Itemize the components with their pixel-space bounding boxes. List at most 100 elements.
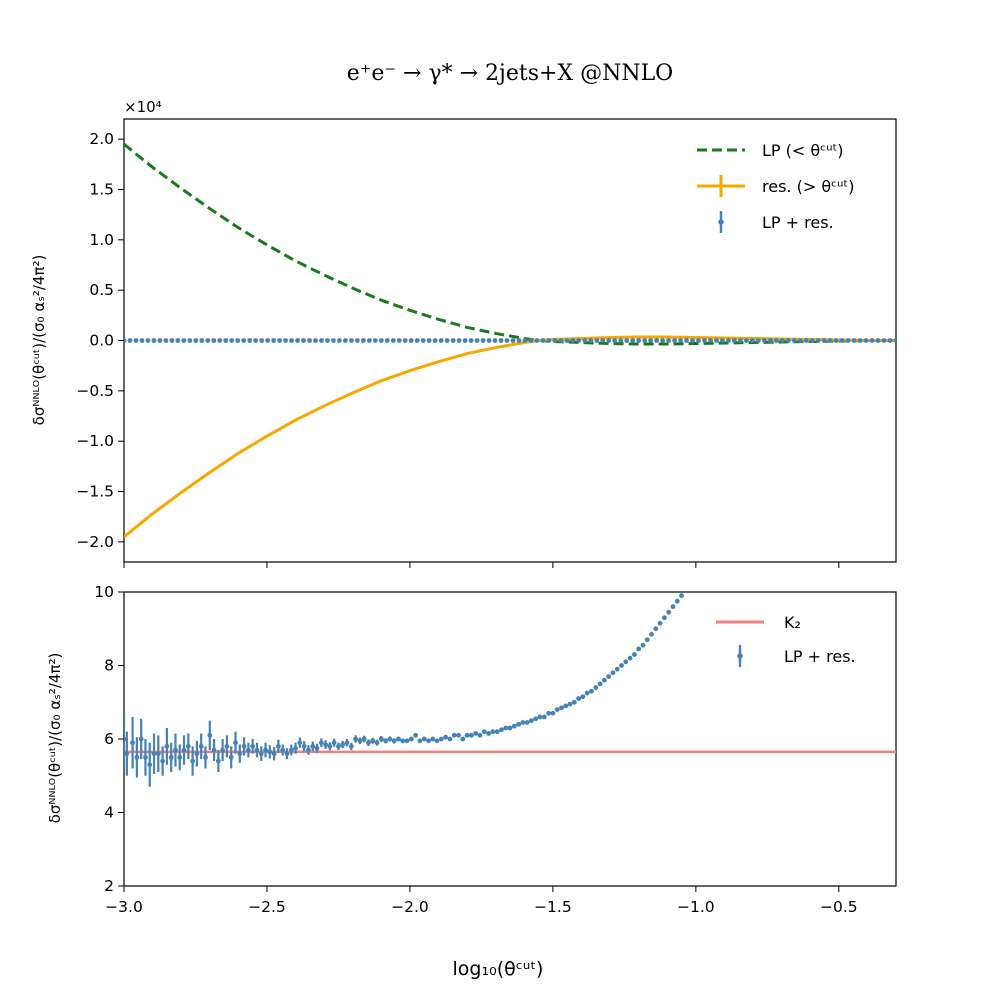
lp-res-point <box>552 338 558 343</box>
lp-res-point <box>636 338 642 343</box>
lp-res-point <box>124 338 127 343</box>
lp-res-point <box>384 338 390 343</box>
top-ytick-label: −1.5 <box>76 483 114 501</box>
ratio-point <box>254 747 260 753</box>
ratio-point <box>215 758 221 764</box>
ratio-point <box>486 731 491 736</box>
lp-res-point <box>857 338 863 343</box>
ratio-point <box>301 743 307 749</box>
ratio-point <box>417 738 423 744</box>
lp-res-point <box>666 338 671 343</box>
ratio-point <box>280 747 286 753</box>
ratio-point <box>460 736 466 742</box>
ratio-point <box>550 710 556 716</box>
ratio-point <box>559 705 564 711</box>
lp-res-point <box>869 338 875 343</box>
ratio-point <box>666 609 672 615</box>
lp-res-point <box>660 338 666 343</box>
ratio-point <box>344 740 350 746</box>
lp-res-point <box>133 338 139 343</box>
lp-res-point <box>522 338 528 343</box>
ratio-point <box>434 738 440 744</box>
ratio-point <box>511 723 517 729</box>
ratio-point <box>276 743 281 749</box>
legend-lpres-label: LP + res. <box>762 213 834 232</box>
lp-res-point <box>534 338 540 343</box>
ratio-point <box>430 736 436 742</box>
ratio-point <box>503 725 509 731</box>
ratio-point <box>413 732 419 738</box>
lp-res-point <box>684 338 689 343</box>
bottom-series <box>124 593 896 787</box>
bottom-xtick-label: −3.0 <box>105 898 143 916</box>
lp-res-point <box>193 338 199 343</box>
lp-res-point <box>755 338 761 343</box>
lp-res-point <box>779 338 785 343</box>
ratio-point <box>473 731 479 736</box>
lp-res-point <box>229 338 235 343</box>
ratio-point <box>653 626 659 632</box>
ratio-point <box>533 716 539 722</box>
ratio-point <box>258 751 264 757</box>
ratio-point <box>662 615 667 621</box>
bottom-panel: 2 4 6 8 10 −3.0 −2.5 −2.0 −1.5 −1.0 −0.5 δσᴺᴺᴸᴼ(θ… <box>46 583 897 980</box>
ratio-point <box>233 740 238 746</box>
top-ytick-label: −0.5 <box>76 382 114 400</box>
bottom-legend: K₂ LP + res. <box>716 613 856 667</box>
lp-res-point <box>570 338 576 343</box>
lp-res-point <box>612 338 618 343</box>
ratio-point <box>670 604 676 610</box>
lp-res-point <box>863 338 869 343</box>
lp-res-point <box>283 338 288 343</box>
lp-res-point <box>462 338 468 343</box>
ratio-point <box>516 721 521 727</box>
top-ytick-label: 0.5 <box>89 281 114 299</box>
lp-res-point <box>289 338 294 343</box>
lp-res-point <box>145 338 151 343</box>
ratio-point <box>220 747 226 753</box>
bottom-ytick-label: 2 <box>104 877 114 895</box>
ratio-point <box>494 729 500 735</box>
legend-lpres2-marker <box>737 653 743 659</box>
ratio-point <box>589 688 594 694</box>
lp-res-point <box>402 338 408 343</box>
lp-res-point <box>211 338 217 343</box>
lp-res-point <box>767 338 773 343</box>
ratio-point <box>267 749 273 755</box>
lp-res-point <box>468 338 474 343</box>
ratio-point <box>143 754 148 760</box>
top-legend: LP (< θᶜᵘᵗ) res. (> θᶜᵘᵗ) LP + res. <box>697 141 854 233</box>
ratio-point <box>147 762 153 768</box>
lp-res-point <box>690 338 695 343</box>
lp-res-point <box>432 338 438 343</box>
top-ytick-label: 1.0 <box>89 231 114 249</box>
lp-res-point <box>217 338 223 343</box>
top-offset-label: ×10⁴ <box>124 98 162 116</box>
lp-res-point <box>366 338 372 343</box>
ratio-point <box>631 652 637 657</box>
ratio-point <box>610 670 616 676</box>
ratio-point <box>340 742 346 747</box>
ratio-point <box>507 725 513 731</box>
lp-res-point <box>295 338 300 343</box>
lp-res-point <box>648 338 654 343</box>
lp-res-point <box>809 338 815 343</box>
lp-res-point <box>325 338 330 343</box>
lp-res-point <box>235 338 241 343</box>
lp-res-point <box>881 338 887 343</box>
ratio-point <box>614 666 620 672</box>
ratio-point <box>168 754 174 760</box>
ratio-point <box>357 738 363 744</box>
ratio-point <box>203 754 208 760</box>
ratio-point <box>323 742 328 747</box>
ratio-point <box>224 743 230 749</box>
lp-res-point <box>169 338 175 343</box>
ratio-point <box>597 681 603 687</box>
ratio-point <box>447 736 453 742</box>
lp-res-point <box>851 338 857 343</box>
ratio-point <box>383 738 389 744</box>
ratio-point <box>211 747 217 753</box>
lp-res-point <box>654 338 660 343</box>
lp-res-point <box>456 338 462 343</box>
lp-res-point <box>241 338 247 343</box>
